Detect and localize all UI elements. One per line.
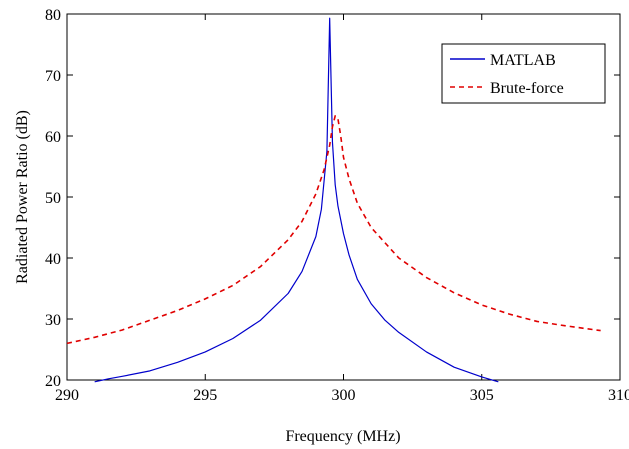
series-line-matlab <box>94 17 499 383</box>
x-tick-label: 300 <box>332 387 356 404</box>
x-axis-title: Frequency (MHz) <box>285 428 400 445</box>
x-tick-label: 295 <box>193 387 217 404</box>
y-tick-label: 20 <box>45 373 61 390</box>
axis-ticks <box>66 13 621 381</box>
x-tick-label: 290 <box>55 387 79 404</box>
legend-box <box>441 43 606 104</box>
x-tick-label: 310 <box>608 387 629 404</box>
y-axis-title: Radiated Power Ratio (dB) <box>14 110 31 284</box>
x-tick-labels: 290 295 300 305 310 <box>55 387 629 404</box>
x-tick-label: 305 <box>470 387 494 404</box>
y-tick-label: 70 <box>45 68 61 85</box>
legend-label-matlab: MATLAB <box>490 52 556 69</box>
y-tick-label: 40 <box>45 251 61 268</box>
series-line-brute-force <box>66 115 601 345</box>
series-layer <box>66 17 601 383</box>
y-tick-label: 80 <box>45 7 61 24</box>
y-tick-label: 60 <box>45 129 61 146</box>
legend: MATLAB Brute-force <box>441 43 606 104</box>
y-tick-label: 50 <box>45 190 61 207</box>
y-tick-label: 30 <box>45 312 61 329</box>
legend-label-brute-force: Brute-force <box>490 80 564 97</box>
y-tick-labels: 20 30 40 50 60 70 80 <box>45 7 61 390</box>
